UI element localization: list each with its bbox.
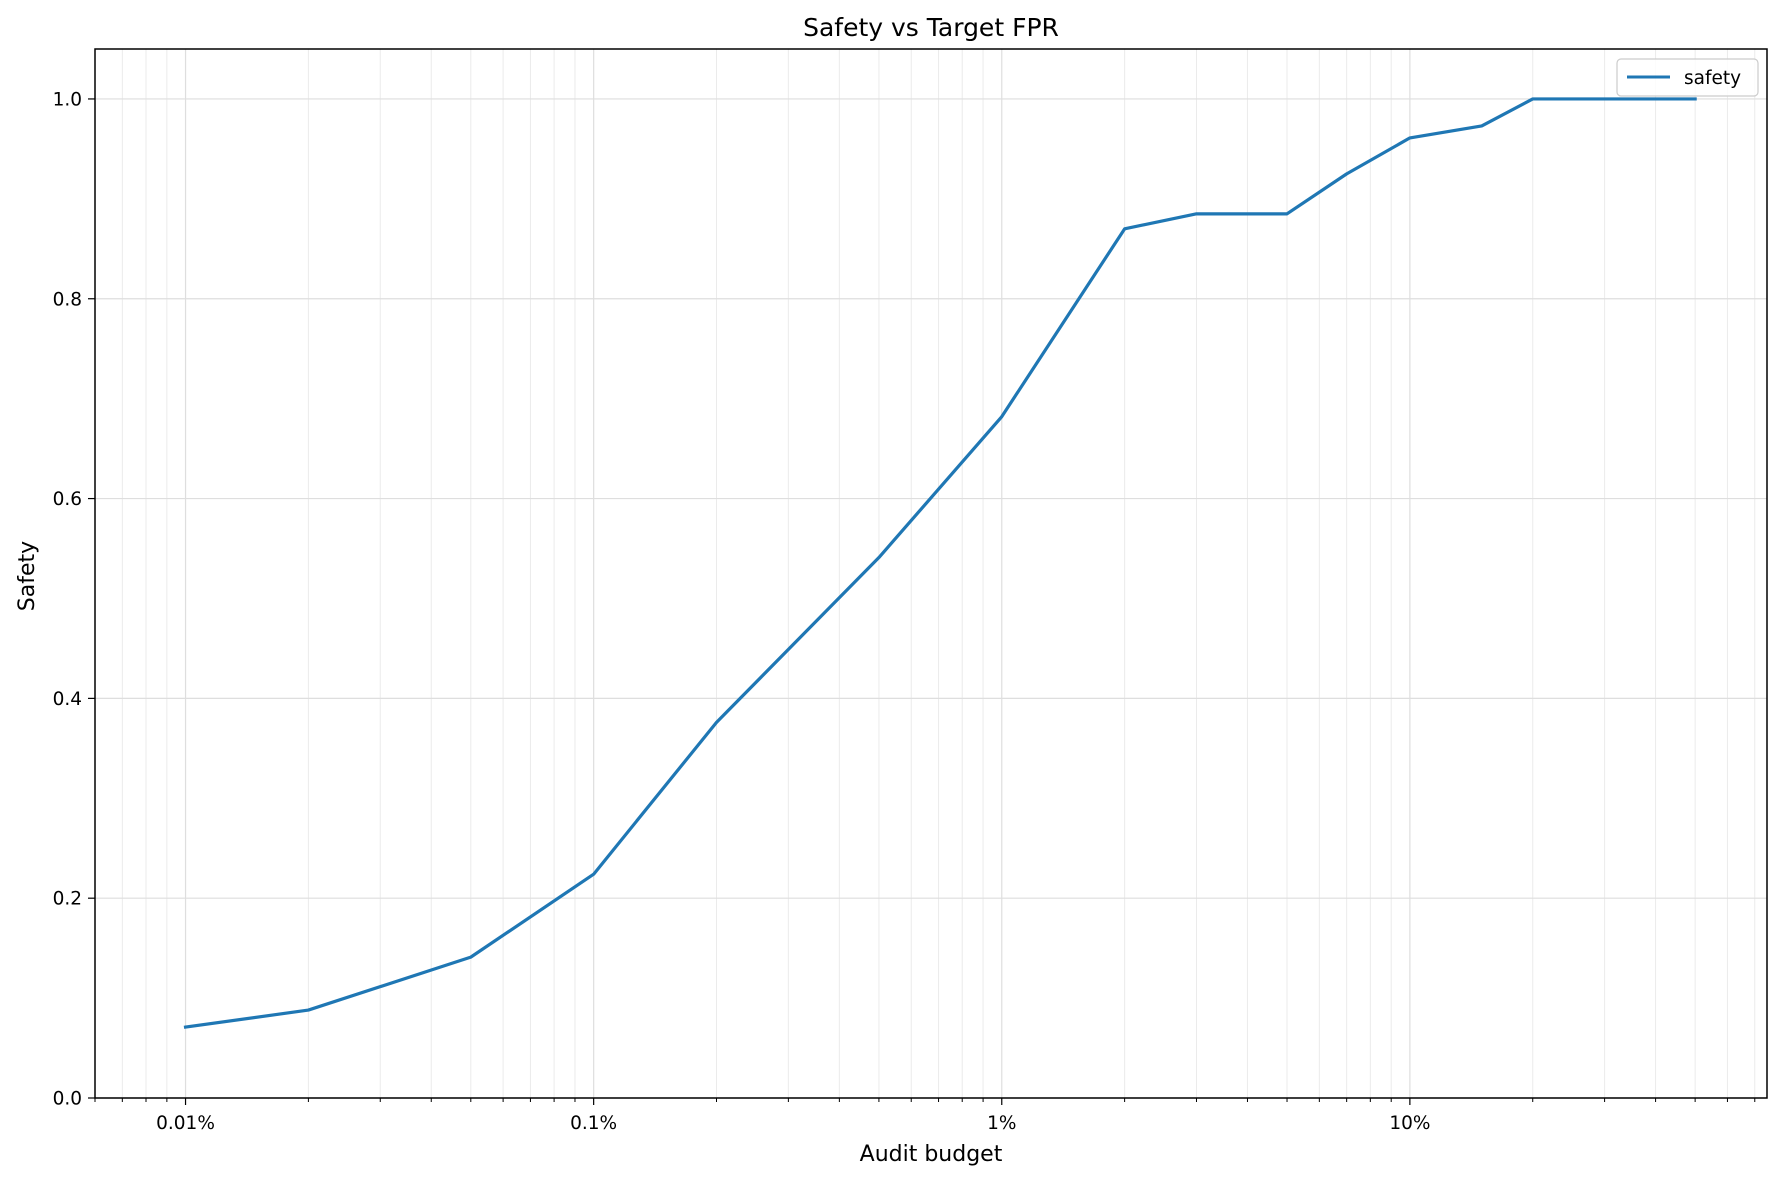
x-axis-label: Audit budget bbox=[860, 1142, 1003, 1167]
x-tick-label: 10% bbox=[1389, 1113, 1430, 1134]
y-axis-label: Safety bbox=[15, 541, 40, 611]
chart-title: Safety vs Target FPR bbox=[803, 13, 1059, 42]
x-tick-label: 1% bbox=[987, 1113, 1016, 1134]
y-tick-label: 0.4 bbox=[53, 689, 82, 710]
y-tick-label: 0.2 bbox=[53, 889, 82, 910]
y-tick-label: 0.6 bbox=[53, 489, 82, 510]
x-tick-label: 0.1% bbox=[570, 1113, 617, 1134]
legend: safety bbox=[1617, 59, 1758, 96]
x-tick-label: 0.01% bbox=[156, 1113, 215, 1134]
legend-label: safety bbox=[1684, 68, 1741, 89]
y-tick-label: 0.8 bbox=[53, 289, 82, 310]
y-tick-label: 1.0 bbox=[53, 89, 82, 110]
y-tick-label: 0.0 bbox=[53, 1089, 82, 1110]
